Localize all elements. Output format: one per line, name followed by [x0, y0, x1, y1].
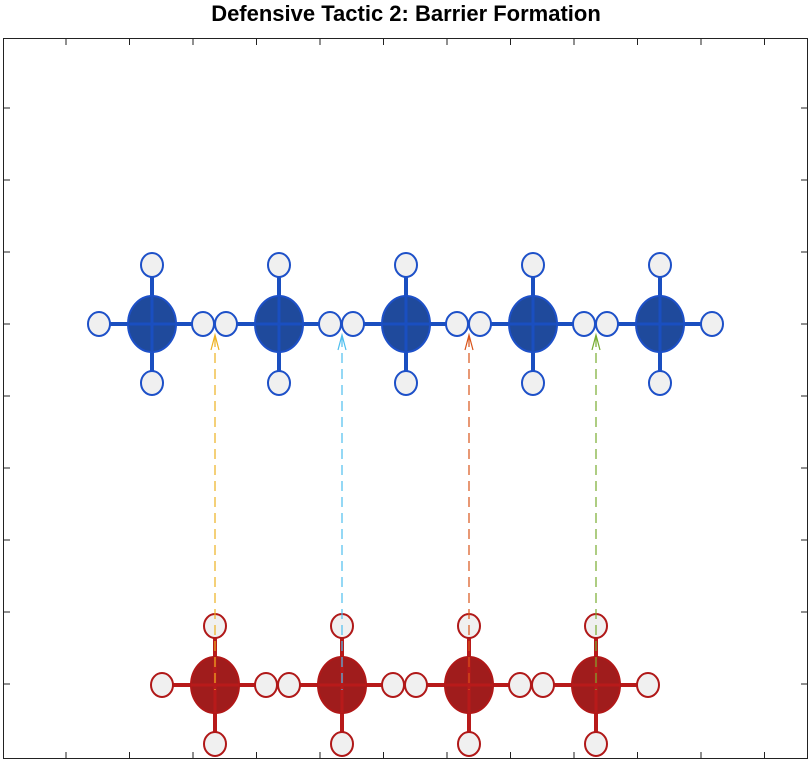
- node: [394, 252, 418, 278]
- node: [595, 311, 619, 337]
- node: [381, 672, 405, 698]
- node: [404, 672, 428, 698]
- node: [636, 672, 660, 698]
- node: [341, 311, 365, 337]
- node: [468, 311, 492, 337]
- axes: [3, 38, 808, 759]
- node: [531, 672, 555, 698]
- arrowhead: [591, 332, 601, 351]
- node: [648, 252, 672, 278]
- node: [700, 311, 724, 337]
- node: [203, 731, 227, 757]
- arrowhead: [337, 332, 347, 351]
- node: [140, 370, 164, 396]
- node: [254, 672, 278, 698]
- node: [508, 672, 532, 698]
- node: [445, 311, 469, 337]
- node: [330, 731, 354, 757]
- node: [87, 311, 111, 337]
- node: [191, 311, 215, 337]
- node: [584, 731, 608, 757]
- node: [214, 311, 238, 337]
- node: [277, 672, 301, 698]
- axes-box: [3, 38, 808, 759]
- arrowhead: [210, 332, 220, 351]
- node: [572, 311, 596, 337]
- title: Defensive Tactic 2: Barrier Formation: [211, 1, 601, 26]
- node: [318, 311, 342, 337]
- node: [394, 370, 418, 396]
- node: [150, 672, 174, 698]
- node: [140, 252, 164, 278]
- links: [210, 332, 601, 690]
- node: [267, 252, 291, 278]
- node: [521, 252, 545, 278]
- arrowhead: [464, 332, 474, 351]
- node: [648, 370, 672, 396]
- blue-formation: [87, 252, 724, 396]
- node: [521, 370, 545, 396]
- node: [267, 370, 291, 396]
- node: [457, 731, 481, 757]
